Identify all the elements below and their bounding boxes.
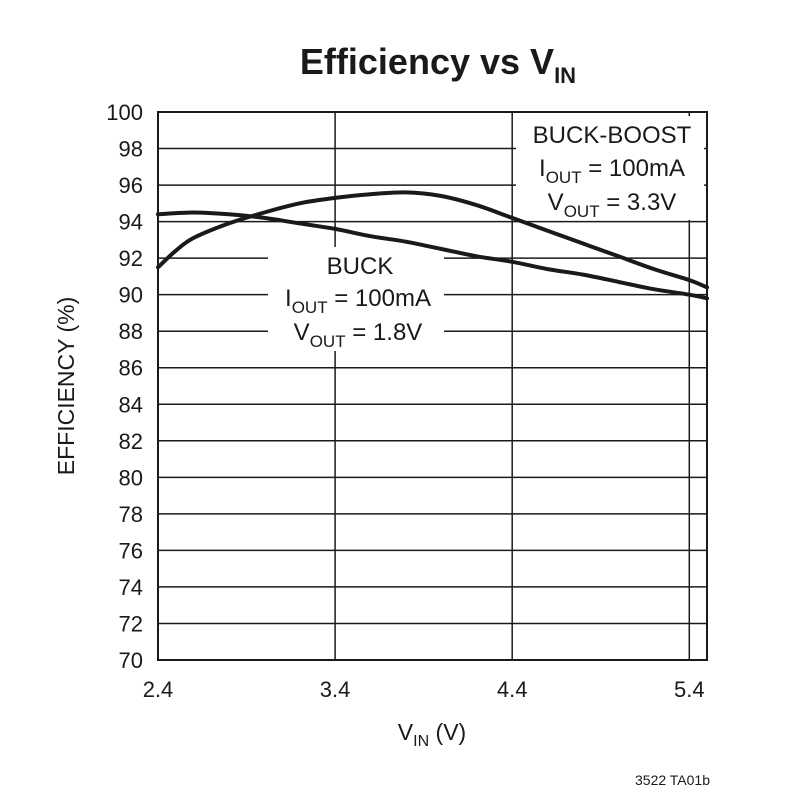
y-tick-label: 78 — [119, 502, 143, 527]
buck-boost-label-mask — [516, 116, 704, 220]
y-tick-label: 88 — [119, 319, 143, 344]
x-axis-ticks: 2.4 3.4 4.4 5.4 — [143, 677, 705, 702]
y-tick-label: 96 — [119, 173, 143, 198]
buck-iout-label: IOUT = 100mA — [285, 285, 431, 317]
y-tick-label: 86 — [119, 356, 143, 381]
y-tick-label: 90 — [119, 283, 143, 308]
y-tick-label: 92 — [119, 246, 143, 271]
x-axis-label: VIN (V) — [398, 719, 466, 750]
y-tick-label: 80 — [119, 465, 143, 490]
y-axis-label: EFFICIENCY (%) — [53, 297, 79, 475]
buck-boost-label: BUCK-BOOST — [533, 122, 692, 149]
x-tick-label: 5.4 — [674, 677, 705, 702]
figure-code: 3522 TA01b — [635, 772, 710, 788]
y-axis-ticks: 70 72 74 76 78 80 82 84 86 88 90 92 94 96 98 100 — [106, 100, 143, 673]
plot-frame — [157, 111, 708, 661]
y-tick-label: 72 — [119, 611, 143, 636]
curves — [156, 190, 709, 301]
y-tick-label: 82 — [119, 429, 143, 454]
buck-label-mask — [268, 247, 444, 351]
y-tick-label: 100 — [106, 100, 143, 125]
y-tick-label: 98 — [119, 137, 143, 162]
buck-boost-annotation: BUCK-BOOST IOUT = 100mA VOUT = 3.3V — [533, 122, 692, 221]
buck-boost-curve — [156, 190, 709, 290]
y-tick-label: 74 — [119, 575, 143, 600]
buck-vout-label: VOUT = 1.8V — [294, 319, 423, 351]
x-tick-label: 4.4 — [497, 677, 528, 702]
buck-annotation: BUCK IOUT = 100mA VOUT = 1.8V — [285, 253, 431, 351]
buck-boost-vout-label: VOUT = 3.3V — [548, 189, 677, 221]
y-tick-label: 84 — [119, 392, 143, 417]
x-tick-label: 2.4 — [143, 677, 174, 702]
chart-title: Efficiency vs VIN — [300, 41, 576, 88]
buck-label: BUCK — [327, 253, 394, 280]
buck-boost-iout-label: IOUT = 100mA — [539, 155, 685, 187]
y-tick-label: 76 — [119, 538, 143, 563]
x-tick-label: 3.4 — [320, 677, 351, 702]
y-tick-label: 70 — [119, 648, 143, 673]
y-tick-label: 94 — [119, 210, 143, 235]
